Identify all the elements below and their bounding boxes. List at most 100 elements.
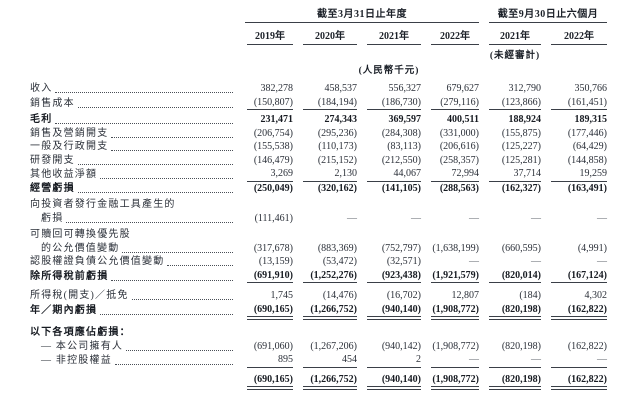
row-label: 一般及行政開支 — [30, 141, 109, 152]
value-cell: 19,259 — [541, 167, 607, 182]
value-cell: — — [479, 255, 541, 269]
row-label: 向投資者發行金融工具產生的 — [30, 199, 176, 210]
value-cell: 458,537 — [293, 82, 358, 96]
value-cell: (125,227) — [479, 140, 541, 154]
cell-value: (820,014) — [489, 269, 541, 283]
dot-leader — [100, 178, 233, 179]
value-cell: (940,142) — [357, 340, 421, 354]
dot-leader — [100, 313, 233, 315]
value-cell: (32,571) — [357, 255, 421, 269]
value-cell — [479, 326, 541, 340]
value-cell: (752,797) — [357, 242, 421, 256]
cell-value: (279,116) — [431, 96, 479, 110]
cell-value: 400,511 — [447, 114, 479, 125]
cell-value: (1,267,206) — [310, 340, 357, 352]
value-cell: (258,357) — [421, 154, 479, 168]
table-row: 所得稅(開支)／抵免 1,745 (14,476) (16,702) 12,807 (18… — [30, 289, 625, 303]
value-cell: (331,000) — [421, 127, 479, 141]
cell-value: (1,638,199) — [432, 242, 479, 254]
cell-value: 72,994 — [431, 167, 479, 182]
cell-value: (940,140) — [367, 303, 421, 319]
value-cell: 3,269 — [237, 167, 293, 182]
cell-value: — — [469, 256, 479, 267]
dot-leader — [111, 279, 233, 281]
value-cell: 37,714 — [479, 167, 541, 182]
value-cell — [293, 228, 357, 242]
row-label-cell — [30, 373, 237, 388]
value-cell: 382,278 — [237, 82, 294, 96]
value-cell: 2 — [357, 353, 421, 368]
cell-value: (162,822) — [551, 373, 607, 389]
value-cell: (660,595) — [479, 242, 541, 256]
cell-value: — — [411, 212, 421, 224]
row-label-cell: 收入 — [30, 82, 237, 96]
cell-value: 2 — [367, 353, 421, 368]
row-label-cell: 毛利 — [30, 113, 237, 127]
row-label: 可贖回可轉換優先股 — [30, 229, 131, 240]
value-cell: (161,451) — [541, 96, 607, 110]
value-cell: (125,281) — [479, 154, 541, 168]
cell-value: — — [551, 353, 607, 368]
value-cell: (820,198) — [479, 303, 541, 319]
cell-value: 350,766 — [574, 83, 608, 94]
value-cell: (123,866) — [479, 96, 541, 110]
row-label: 認股權證負債公允價值變動 — [30, 256, 165, 267]
table-row: 一般及行政開支 (155,538) (110,173) (83,113) (206,61… — [30, 140, 625, 154]
value-cell: (64,429) — [541, 140, 607, 154]
cell-value: (752,797) — [381, 242, 421, 254]
cell-value: 188,924 — [508, 114, 542, 125]
value-cell: — — [293, 212, 357, 226]
value-cell: 189,315 — [541, 113, 608, 127]
cell-value: (206,616) — [439, 141, 479, 152]
cell-value: (155,538) — [253, 141, 293, 152]
value-cell: (162,822) — [541, 340, 607, 354]
value-cell — [293, 326, 357, 340]
cell-value: (1,266,752) — [303, 373, 357, 389]
value-cell: (141,105) — [357, 182, 421, 196]
table-row: 除所得稅前虧損 (691,910) (1,252,276) (923,438) (1,9… — [30, 269, 625, 283]
dot-leader — [55, 92, 233, 93]
cell-value: (177,446) — [567, 127, 607, 139]
cell-value: (820,198) — [489, 373, 541, 389]
table-row: 銷售成本 (150,807) (184,194) (186,730) (279,116)… — [30, 96, 625, 110]
value-cell: (940,140) — [357, 303, 421, 319]
value-cell: — — [479, 212, 541, 226]
dot-leader — [167, 265, 233, 266]
cell-value: (150,807) — [247, 96, 293, 110]
value-cell: 679,627 — [421, 82, 480, 96]
cell-value: 19,259 — [551, 167, 607, 182]
value-cell: (144,858) — [541, 154, 607, 168]
value-cell: — — [479, 353, 541, 368]
cell-value: (83,113) — [387, 141, 421, 152]
cell-value: (295,236) — [317, 127, 357, 139]
value-cell: (691,910) — [237, 269, 293, 283]
value-cell: (206,754) — [237, 127, 293, 141]
value-cell: (111,461) — [237, 212, 293, 226]
value-cell: (167,124) — [541, 269, 607, 283]
cell-value: — — [347, 212, 357, 224]
dot-leader — [77, 106, 233, 108]
cell-value: (923,438) — [367, 269, 421, 283]
value-cell: (155,538) — [237, 140, 293, 154]
table-row: 毛利 231,471 274,343 369,597 400,511 188,924 189… — [30, 113, 625, 127]
value-cell: (1,266,752) — [293, 373, 357, 389]
value-cell — [479, 198, 541, 212]
cell-value: (53,472) — [322, 256, 357, 267]
cell-value: 679,627 — [446, 83, 480, 94]
cell-value: 44,067 — [367, 167, 421, 182]
cell-value: (1,252,276) — [303, 269, 357, 283]
value-cell: 274,343 — [293, 113, 358, 127]
cell-value: (660,595) — [501, 242, 541, 254]
dot-leader — [126, 349, 233, 351]
table-row: 經營虧損 (250,049) (320,162) (141,105) (288,563)… — [30, 182, 625, 196]
value-cell: (1,908,772) — [421, 373, 479, 389]
value-cell: (155,875) — [479, 127, 541, 141]
value-cell: 72,994 — [421, 167, 479, 182]
row-label: 收入 — [30, 83, 53, 94]
cell-value: (163,491) — [567, 182, 607, 194]
value-cell: (184) — [479, 289, 541, 303]
value-cell: (162,822) — [541, 303, 607, 319]
row-label: 的公允價值變動 — [41, 242, 120, 254]
year-column-header: 2019年 — [247, 30, 293, 45]
currency-note: (人民幣千元) — [358, 66, 420, 76]
